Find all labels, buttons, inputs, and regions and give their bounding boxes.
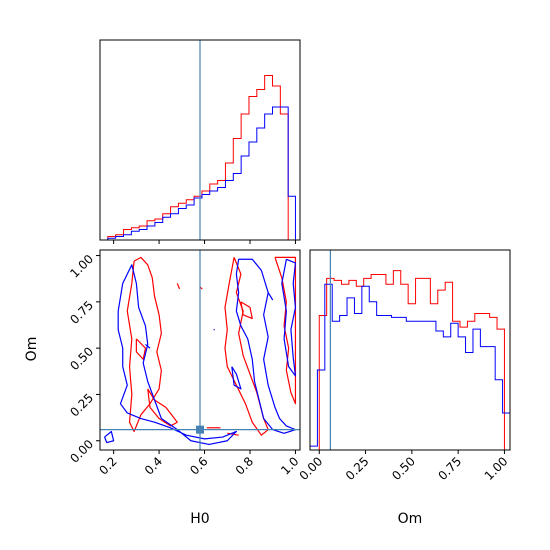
om-tick-label: 0.75: [67, 298, 96, 327]
contour-series-2-1: [117, 264, 237, 446]
om-histogram-series-2: [310, 283, 510, 450]
h0-tick-label: 0.4: [142, 454, 165, 477]
om-tick-label: 1.00: [67, 252, 96, 281]
contour-series-2-3: [281, 258, 297, 377]
h0-tick-label: 0.8: [233, 454, 256, 477]
contour-series-1-5: [135, 338, 147, 360]
om-hist-tick-label: 0.75: [435, 454, 464, 483]
contour-series-2-5: [103, 430, 115, 444]
om-tick-label: 0.25: [67, 391, 96, 420]
h0-histogram-series-1: [100, 75, 296, 240]
h0-om-contour-panel: 0.2 0.4 0.6 0.8 1.00.000.250.500.751.00: [67, 249, 302, 478]
y-axis-label-om: Om: [24, 337, 40, 362]
contour-series-2-6: [145, 343, 151, 349]
contour-series-1-8: [176, 283, 181, 290]
h0-histogram-frame: [99, 39, 301, 241]
om-hist-tick-label: 0.50: [389, 454, 418, 483]
om-histogram-frame: [309, 249, 511, 451]
om-histogram-series-1: [318, 270, 505, 450]
h0-histogram-series-2: [100, 106, 296, 240]
om-hist-tick-label: 0.00: [297, 454, 326, 483]
om-histogram-panel: 0.00 0.25 0.50 0.75 1.00: [297, 249, 511, 483]
om-hist-tick-label: 0.25: [343, 454, 372, 483]
truth-marker: [196, 425, 204, 434]
contour-frame: [99, 249, 301, 451]
om-hist-tick-label: 1.00: [482, 454, 511, 483]
contour-series-2-4: [231, 366, 242, 390]
x-axis-label-om: Om: [398, 511, 423, 527]
x-axis-label-h0: H0: [190, 511, 209, 527]
contour-series-2-8: [267, 292, 274, 301]
h0-histogram-panel: [99, 39, 301, 244]
contour-series-1-1: [126, 256, 162, 433]
contour-series-1-6: [240, 301, 253, 320]
h0-tick-label: 0.2: [96, 454, 119, 477]
om-tick-label: 0.50: [67, 344, 96, 373]
om-tick-label: 0.00: [67, 437, 96, 466]
contour-series-1-3: [224, 257, 269, 436]
contour-series-2-2: [235, 258, 297, 434]
h0-tick-label: 0.6: [187, 454, 210, 477]
contour-series-1-2: [147, 388, 178, 427]
